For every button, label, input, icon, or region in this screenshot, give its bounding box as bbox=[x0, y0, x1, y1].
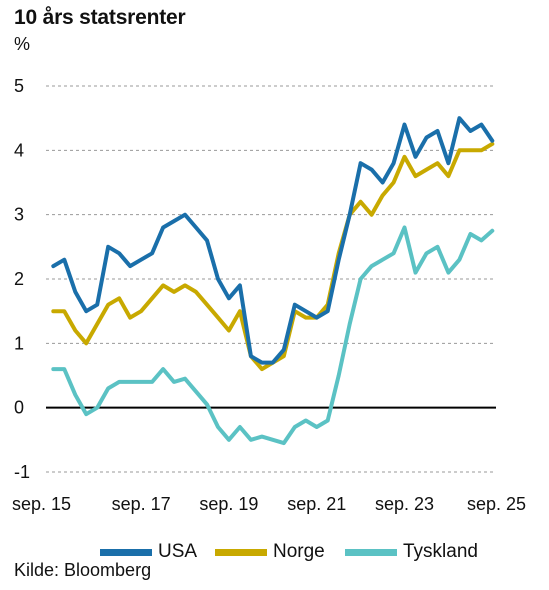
x-tick-label: sep. 23 bbox=[375, 494, 434, 514]
y-tick-label: 4 bbox=[14, 140, 24, 160]
legend-item-norge: Norge bbox=[215, 538, 325, 566]
y-tick-label: 5 bbox=[14, 76, 24, 96]
chart-title: 10 års statsrenter bbox=[14, 6, 186, 29]
x-tick-label: sep. 19 bbox=[199, 494, 258, 514]
y-tick-label: -1 bbox=[14, 462, 30, 482]
series-lines bbox=[51, 116, 495, 446]
legend-label-tyskland: Tyskland bbox=[403, 541, 478, 562]
source-note: Kilde: Bloomberg bbox=[14, 560, 152, 580]
x-tick-label: sep. 21 bbox=[287, 494, 346, 514]
series-line-tyskland bbox=[51, 225, 495, 446]
x-axis-ticks: sep. 15 sep. 17 sep. 19 sep. 21 sep. 23 sep. … bbox=[12, 494, 526, 514]
legend-item-usa: USA bbox=[100, 538, 197, 566]
legend-swatch-norge bbox=[215, 548, 267, 556]
y-tick-label: 0 bbox=[14, 398, 24, 418]
y-tick-label: 2 bbox=[14, 269, 24, 289]
x-tick-label: sep. 25 bbox=[467, 494, 526, 514]
legend-swatch-tyskland bbox=[345, 548, 397, 556]
x-tick-label: sep. 15 bbox=[12, 494, 71, 514]
y-tick-label: 1 bbox=[14, 333, 24, 353]
legend-item-tyskland: Tyskland bbox=[345, 538, 478, 566]
y-axis-ticks: -1 0 1 2 3 4 5 bbox=[14, 76, 30, 482]
legend-label-usa: USA bbox=[158, 541, 198, 562]
y-axis-unit: % bbox=[14, 34, 31, 54]
legend-label-norge: Norge bbox=[273, 541, 325, 562]
legend-swatch-usa bbox=[100, 548, 152, 556]
y-tick-label: 3 bbox=[14, 205, 24, 225]
series-line-usa bbox=[51, 116, 495, 365]
gridlines bbox=[46, 85, 496, 473]
chart-legend: USA Norge Tyskland bbox=[0, 538, 549, 566]
x-tick-label: sep. 17 bbox=[112, 494, 171, 514]
